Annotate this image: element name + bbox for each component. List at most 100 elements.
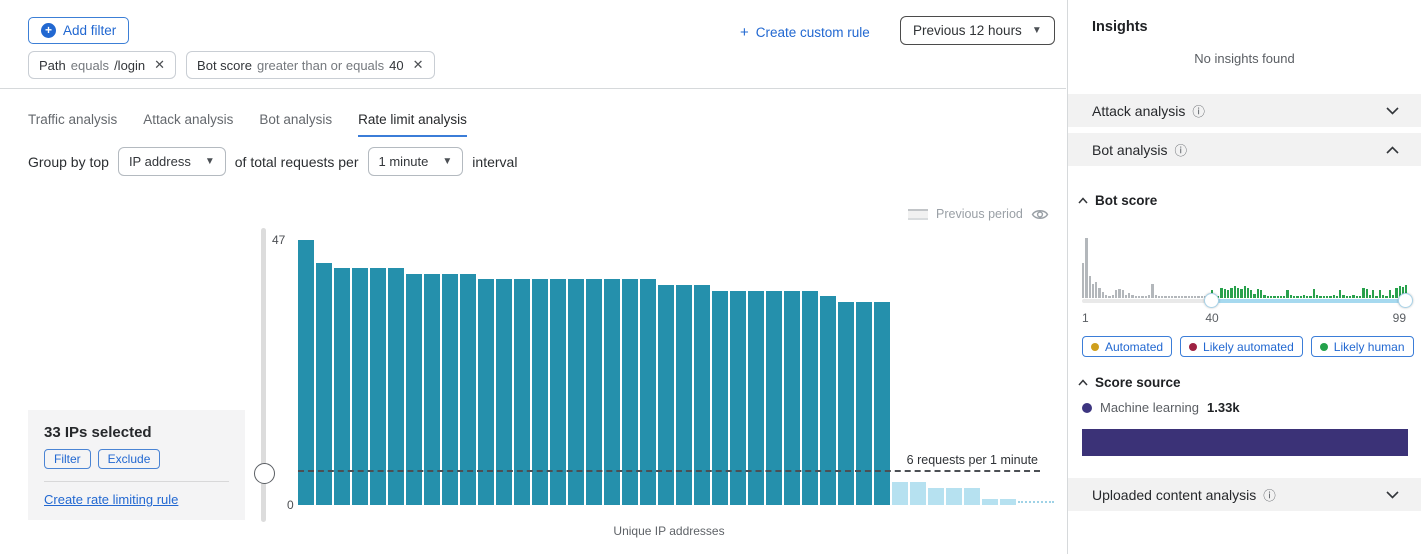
info-icon[interactable]: ⓘ xyxy=(1192,105,1205,119)
group-by-suffix: interval xyxy=(472,153,518,170)
close-icon[interactable]: ✕ xyxy=(154,57,166,72)
create-rate-limiting-rule-link[interactable]: Create rate limiting rule xyxy=(44,492,179,507)
previous-period-legend: Previous period xyxy=(908,207,1049,221)
histogram-bar xyxy=(1246,288,1250,298)
bot-score-slider-handle-max[interactable] xyxy=(1398,293,1413,308)
tab-bot-analysis[interactable]: Bot analysis xyxy=(259,112,333,127)
bar[interactable] xyxy=(496,279,512,505)
histogram-bar xyxy=(1299,296,1302,298)
section-bot-analysis[interactable]: Bot analysis ⓘ xyxy=(1068,133,1421,166)
bot-score-slider-track[interactable] xyxy=(1082,293,1413,308)
tab-attack-analysis[interactable]: Attack analysis xyxy=(143,112,234,127)
score-source-subheader[interactable]: Score source xyxy=(1078,375,1181,390)
chip-likely-human[interactable]: Likely human xyxy=(1310,336,1414,357)
tab-traffic-analysis[interactable]: Traffic analysis xyxy=(28,112,118,127)
info-icon[interactable]: ⓘ xyxy=(1263,489,1276,503)
histogram-bar xyxy=(1250,290,1253,298)
bar[interactable] xyxy=(910,482,926,505)
dimension-select[interactable]: IP address ▼ xyxy=(117,147,226,176)
bar[interactable] xyxy=(352,268,368,505)
bar[interactable] xyxy=(874,302,890,505)
rate-limit-bar-chart[interactable] xyxy=(298,240,1054,505)
chip-likely-automated[interactable]: Likely automated xyxy=(1180,336,1303,357)
bar[interactable] xyxy=(964,488,980,505)
bar[interactable] xyxy=(766,290,782,505)
section-attack-analysis[interactable]: Attack analysis ⓘ xyxy=(1068,94,1421,127)
bar[interactable] xyxy=(388,268,404,505)
close-icon[interactable]: ✕ xyxy=(412,57,424,72)
bar[interactable] xyxy=(748,290,764,505)
histogram-bar xyxy=(1365,289,1368,298)
threshold-slider-handle[interactable] xyxy=(254,463,275,484)
bar[interactable] xyxy=(658,285,674,505)
bar[interactable] xyxy=(730,290,746,505)
bar[interactable] xyxy=(442,273,458,505)
time-range-dropdown[interactable]: Previous 12 hours ▼ xyxy=(900,16,1055,45)
bar[interactable] xyxy=(586,279,602,505)
add-filter-button[interactable]: + Add filter xyxy=(28,17,130,44)
threshold-dashed-line[interactable] xyxy=(298,470,1040,472)
tab-rate-limit-analysis[interactable]: Rate limit analysis xyxy=(358,112,467,137)
bar[interactable] xyxy=(694,285,710,505)
plus-icon: + xyxy=(41,23,56,38)
bar[interactable] xyxy=(712,290,728,505)
bar[interactable] xyxy=(478,279,494,505)
bar[interactable] xyxy=(298,240,314,505)
bar[interactable] xyxy=(370,268,386,505)
bar[interactable] xyxy=(946,488,962,505)
bar[interactable] xyxy=(784,290,800,505)
filter-chip-bot-score[interactable]: Bot score greater than or equals 40 ✕ xyxy=(186,51,435,79)
bar[interactable] xyxy=(514,279,530,505)
filter-button[interactable]: Filter xyxy=(44,449,91,469)
bar[interactable] xyxy=(1000,499,1016,505)
histogram-bar xyxy=(1283,296,1286,298)
bar[interactable] xyxy=(406,273,422,505)
bar[interactable] xyxy=(550,279,566,505)
histogram-bar xyxy=(1227,290,1230,298)
histogram-bar xyxy=(1319,296,1322,298)
section-uploaded-content-analysis[interactable]: Uploaded content analysis ⓘ xyxy=(1068,478,1421,511)
bot-score-slider-handle-min[interactable] xyxy=(1204,293,1219,308)
histogram-bar xyxy=(1332,295,1335,298)
bar[interactable] xyxy=(532,279,548,505)
histogram-bar xyxy=(1289,295,1292,298)
bot-score-heading: Bot score xyxy=(1095,193,1158,208)
bar[interactable] xyxy=(856,302,872,505)
score-source-bar[interactable] xyxy=(1082,429,1408,456)
bar[interactable] xyxy=(802,290,818,505)
bar[interactable] xyxy=(424,273,440,505)
chip-label: Likely automated xyxy=(1203,339,1294,354)
exclude-button[interactable]: Exclude xyxy=(97,449,161,469)
bar[interactable] xyxy=(568,279,584,505)
interval-select[interactable]: 1 minute ▼ xyxy=(367,147,464,176)
bot-score-subheader[interactable]: Bot score xyxy=(1078,193,1157,208)
create-custom-rule-link[interactable]: + Create custom rule xyxy=(740,24,870,41)
bar[interactable] xyxy=(676,285,692,505)
histogram-bar xyxy=(1398,286,1401,298)
bar[interactable] xyxy=(838,302,854,505)
bar[interactable] xyxy=(892,482,908,505)
add-filter-label: Add filter xyxy=(63,23,117,38)
threshold-label: 6 requests per 1 minute xyxy=(906,453,1038,467)
eye-icon[interactable] xyxy=(1031,208,1049,221)
chip-automated[interactable]: Automated xyxy=(1082,336,1173,357)
bar[interactable] xyxy=(316,262,332,505)
score-source-heading: Score source xyxy=(1095,375,1181,390)
bot-category-chips: Automated Likely automated Likely human xyxy=(1082,336,1414,357)
bar[interactable] xyxy=(460,273,476,505)
bar[interactable] xyxy=(604,279,620,505)
interval-select-value: 1 minute xyxy=(378,154,429,169)
bar[interactable] xyxy=(820,296,836,505)
bar[interactable] xyxy=(640,279,656,505)
machine-learning-dot-icon xyxy=(1082,402,1092,413)
bar[interactable] xyxy=(928,488,944,505)
bar[interactable] xyxy=(622,279,638,505)
bar[interactable] xyxy=(334,268,350,505)
chip-label: Automated xyxy=(1105,339,1164,354)
threshold-slider-track[interactable] xyxy=(261,228,266,522)
filter-chip-path[interactable]: Path equals /login ✕ xyxy=(28,51,177,79)
histogram-bar xyxy=(1352,295,1355,298)
info-icon[interactable]: ⓘ xyxy=(1174,144,1187,158)
bar[interactable] xyxy=(982,499,998,505)
likely-automated-dot-icon xyxy=(1189,342,1198,351)
